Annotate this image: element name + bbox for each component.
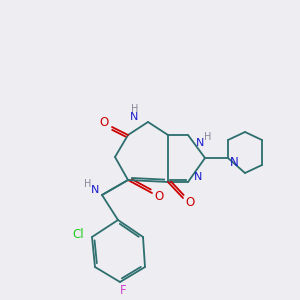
Text: Cl: Cl [72, 229, 84, 242]
Text: O: O [99, 116, 109, 128]
Text: H: H [84, 179, 92, 189]
Text: O: O [154, 190, 164, 203]
Text: H: H [131, 104, 139, 114]
Text: O: O [185, 196, 195, 208]
Text: N: N [91, 185, 99, 195]
Text: N: N [194, 172, 202, 182]
Text: N: N [196, 138, 204, 148]
Text: H: H [204, 132, 212, 142]
Text: F: F [120, 284, 126, 296]
Text: N: N [230, 155, 238, 169]
Text: N: N [130, 112, 138, 122]
